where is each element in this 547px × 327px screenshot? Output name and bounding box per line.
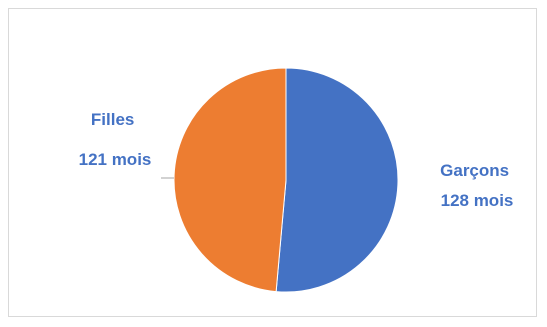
label-filles: Filles 121 mois xyxy=(79,110,152,169)
pie-slice-gar-ons xyxy=(275,67,399,293)
label-garcons-name: Garçons xyxy=(440,161,509,180)
label-filles-name: Filles xyxy=(91,110,134,129)
label-garcons: Garçons 128 mois xyxy=(440,161,514,210)
pie-slice-filles xyxy=(173,67,287,293)
pie-slices xyxy=(173,67,399,293)
label-filles-value: 121 mois xyxy=(79,150,152,169)
label-garcons-value: 128 mois xyxy=(441,191,514,210)
